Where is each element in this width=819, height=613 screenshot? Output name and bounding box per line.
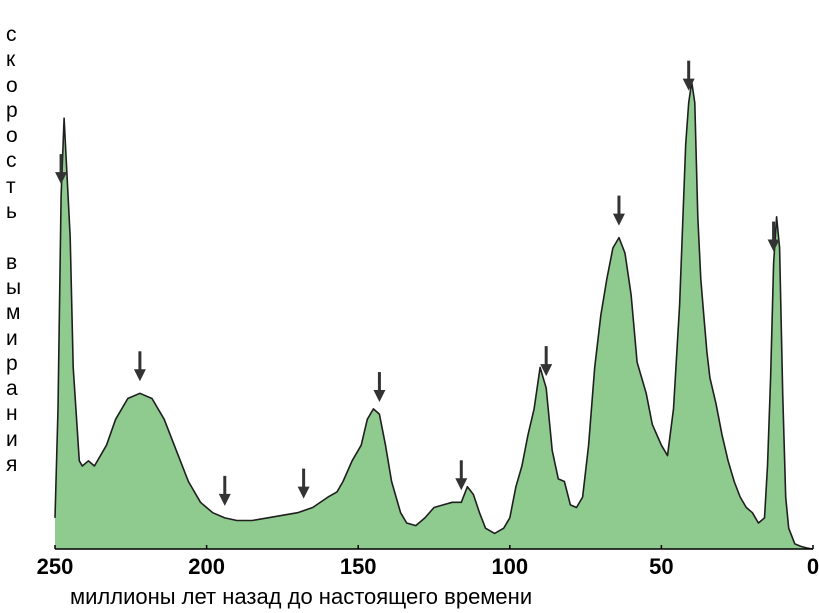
arrow-head: [682, 78, 695, 91]
extinction-arrow-icon: [297, 468, 310, 499]
y-axis-label-char: р: [6, 351, 18, 375]
x-tick-label: 200: [188, 554, 225, 579]
x-tick-label: 100: [491, 554, 528, 579]
arrow-head: [540, 364, 553, 377]
y-axis-label-char: о: [6, 124, 18, 148]
arrow-head: [612, 213, 625, 226]
x-tick-label: 50: [649, 554, 673, 579]
extinction-arrow-icon: [540, 346, 553, 377]
y-axis-label-char: а: [6, 377, 18, 401]
extinction-arrow-icon: [455, 460, 468, 491]
y-axis-label-char: т: [6, 174, 16, 198]
extinction-arrow-icon: [682, 60, 695, 91]
y-axis-label-char: м: [6, 301, 21, 325]
arrow-head: [373, 390, 386, 403]
arrow-head: [767, 239, 780, 252]
y-axis-label-char: с: [6, 23, 17, 46]
extinction-arrows: [55, 60, 780, 506]
y-axis-label-char: с: [6, 149, 17, 173]
arrow-head: [55, 172, 68, 185]
y-axis-label-char: ь: [6, 200, 17, 224]
y-axis-label-char: о: [6, 73, 18, 97]
x-axis: 250 200 150 100 50 0: [37, 545, 819, 579]
y-axis-label-char: в: [6, 250, 18, 274]
y-axis-label-char: и: [6, 326, 18, 350]
y-axis-label-char: к: [6, 48, 16, 72]
x-axis-label: миллионы лет назад до настоящего времени: [70, 584, 533, 609]
x-tick-label: 250: [37, 554, 74, 579]
extinction-arrow-icon: [767, 221, 780, 252]
y-axis-label-char: я: [6, 453, 18, 477]
extinction-arrow-icon: [218, 475, 231, 506]
arrow-head: [455, 478, 468, 491]
y-axis-label-char: ы: [6, 275, 22, 299]
plot-area: [54, 81, 814, 550]
arrow-head: [297, 486, 310, 499]
y-axis-label-char: и: [6, 427, 18, 451]
y-axis-label-char: н: [6, 402, 18, 426]
x-tick-label: 0: [807, 554, 819, 579]
x-tick-label: 150: [340, 554, 377, 579]
arrow-head: [133, 369, 146, 382]
arrow-head: [218, 493, 231, 506]
extinction-arrow-icon: [55, 154, 68, 185]
extinction-area: [55, 81, 813, 550]
extinction-line: [54, 81, 814, 550]
extinction-arrow-icon: [133, 351, 146, 382]
extinction-arrow-icon: [373, 372, 386, 403]
y-axis-label-char: р: [6, 98, 18, 122]
extinction-arrow-icon: [612, 195, 625, 226]
y-axis-label-char: [6, 224, 26, 249]
